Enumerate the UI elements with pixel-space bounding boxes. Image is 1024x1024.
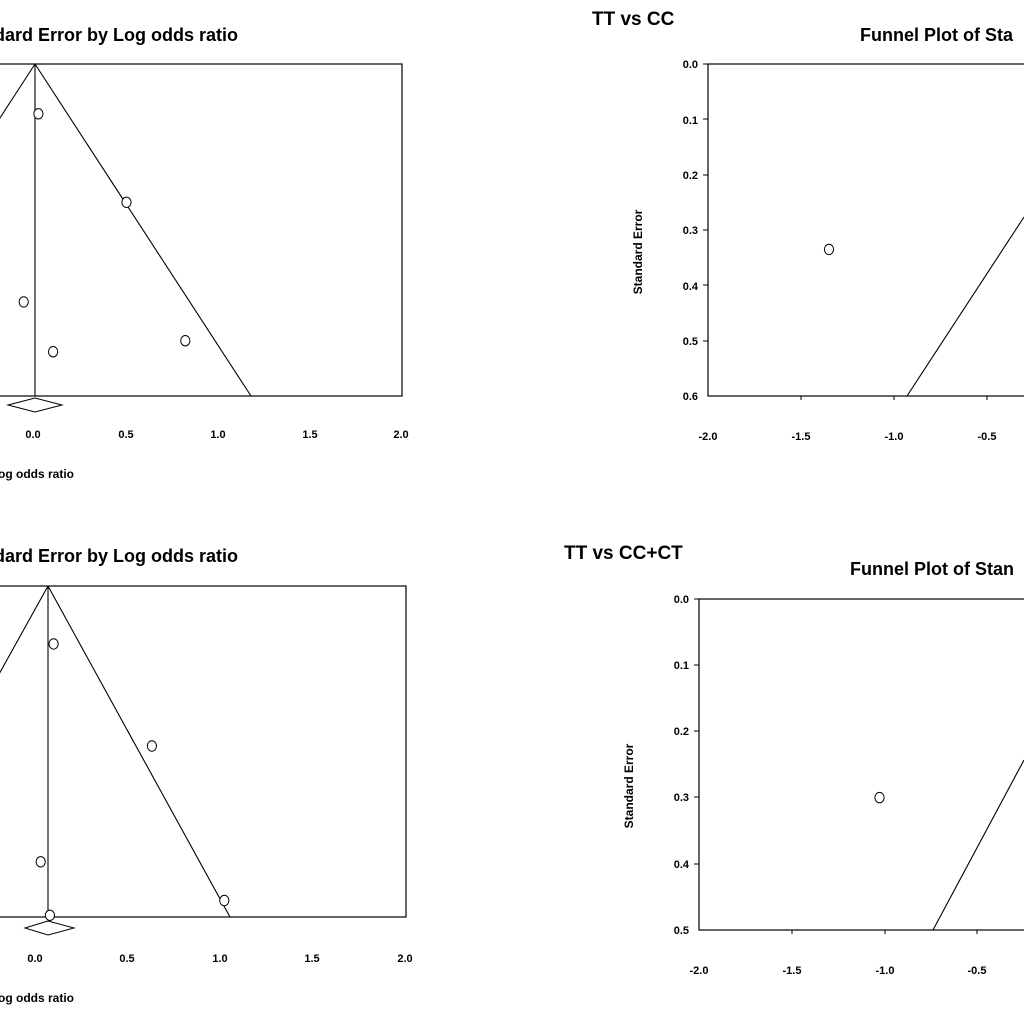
- y-tick-marks: [703, 63, 708, 342]
- tick-label: 2.0: [397, 953, 412, 965]
- chart-title: dard Error by Log odds ratio: [0, 25, 238, 45]
- comparison-heading: TT vs CC+CT: [564, 543, 683, 564]
- study-point: [823, 243, 835, 256]
- tick-label: -1.5: [792, 431, 811, 443]
- tick-label: -2.0: [699, 431, 718, 443]
- plot-frame: [707, 63, 1024, 397]
- comparison-heading: TT vs CC: [592, 9, 675, 30]
- x-tick-marks: [791, 930, 978, 934]
- study-point: [874, 791, 885, 804]
- study-point: [121, 196, 132, 209]
- funnel-right-boundary: [47, 585, 231, 918]
- study-point: [146, 740, 157, 752]
- x-tick-marks: [800, 396, 988, 400]
- tick-label: 1.0: [212, 953, 227, 965]
- tick-label: 1.5: [304, 953, 319, 965]
- chart-title: Funnel Plot of Stan: [850, 559, 1014, 579]
- tick-label: 0.4: [683, 281, 699, 293]
- tick-label: 0.3: [683, 225, 698, 237]
- tick-label: 0.0: [683, 59, 698, 71]
- chart-title: dard Error by Log odds ratio: [0, 546, 238, 566]
- funnel-left-boundary: [0, 63, 36, 119]
- study-point: [35, 856, 46, 868]
- x-axis-ticks: 0.0 0.5 1.0 1.5 2.0: [25, 429, 408, 441]
- tick-label: 0.5: [119, 953, 134, 965]
- study-point: [44, 909, 56, 921]
- funnel-left-boundary: [0, 585, 49, 674]
- study-point: [219, 894, 230, 907]
- x-axis-ticks: -2.0 -1.5 -1.0 -0.5: [690, 965, 987, 977]
- funnel-left-boundary: [932, 759, 1024, 931]
- study-point: [48, 638, 59, 650]
- x-axis-label: og odds ratio: [0, 991, 74, 1005]
- tick-label: 0.5: [118, 429, 133, 441]
- panel-bottom-left: dard Error by Log odds ratio 0.0 0.5 1.0…: [0, 546, 413, 1005]
- tick-label: 2.0: [393, 429, 408, 441]
- tick-label: 1.0: [210, 429, 225, 441]
- funnel-right-boundary: [34, 63, 252, 397]
- plot-frame: [698, 598, 1024, 931]
- panel-bottom-right: TT vs CC+CT Funnel Plot of Stan 0.0 0.1 …: [564, 543, 1024, 977]
- study-point: [18, 296, 29, 308]
- funnel-left-boundary: [906, 216, 1024, 397]
- tick-label: -2.0: [690, 965, 709, 977]
- tick-label: 0.5: [674, 925, 689, 937]
- y-axis-label: Standard Error: [631, 209, 645, 294]
- pooled-estimate-diamond: [23, 920, 76, 936]
- plot-frame: [0, 585, 407, 918]
- tick-label: -0.5: [978, 431, 997, 443]
- plot-frame: [0, 63, 403, 397]
- tick-label: 0.1: [674, 660, 689, 672]
- tick-label: 0.2: [674, 726, 689, 738]
- y-axis-ticks: 0.0 0.1 0.2 0.3 0.4 0.5 0.6: [683, 59, 699, 403]
- study-point: [48, 346, 59, 358]
- tick-label: 0.1: [683, 115, 698, 127]
- tick-label: 0.0: [25, 429, 40, 441]
- chart-title: Funnel Plot of Sta: [860, 25, 1014, 45]
- x-axis-ticks: 0.0 0.5 1.0 1.5 2.0: [27, 953, 412, 965]
- x-axis-ticks: -2.0 -1.5 -1.0 -0.5: [699, 431, 997, 443]
- tick-label: 0.0: [674, 594, 689, 606]
- panel-top-left: dard Error by Log odds ratio 0.0 0.5 1.0…: [0, 25, 409, 481]
- panel-top-right: TT vs CC Funnel Plot of Sta 0.0 0.1 0.2 …: [592, 9, 1024, 443]
- tick-label: 0.5: [683, 336, 698, 348]
- tick-label: 0.4: [674, 859, 690, 871]
- x-axis-label: og odds ratio: [0, 467, 74, 481]
- tick-label: 0.6: [683, 391, 698, 403]
- tick-label: -1.0: [885, 431, 904, 443]
- tick-label: -0.5: [968, 965, 987, 977]
- tick-label: 0.2: [683, 170, 698, 182]
- y-tick-marks: [694, 598, 699, 865]
- tick-label: 0.0: [27, 953, 42, 965]
- y-axis-label: Standard Error: [622, 743, 636, 828]
- study-point: [180, 335, 191, 347]
- tick-label: -1.5: [783, 965, 802, 977]
- y-axis-ticks: 0.0 0.1 0.2 0.3 0.4 0.5: [674, 594, 690, 937]
- tick-label: 0.3: [674, 792, 689, 804]
- study-point: [33, 108, 44, 120]
- pooled-estimate-diamond: [6, 397, 64, 413]
- tick-label: -1.0: [876, 965, 895, 977]
- tick-label: 1.5: [302, 429, 317, 441]
